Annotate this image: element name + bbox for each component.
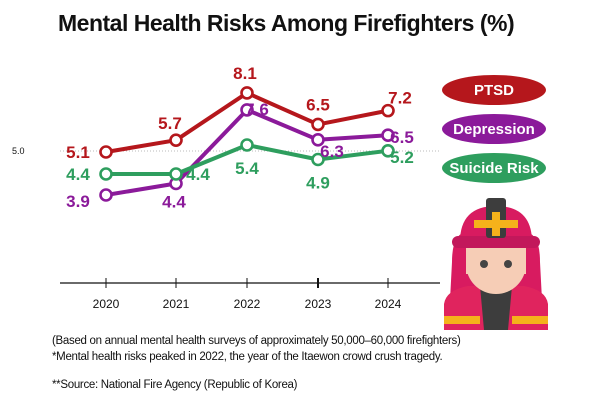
data-point <box>311 152 325 167</box>
source-note: **Source: National Fire Agency (Republic… <box>52 379 298 391</box>
data-point <box>240 103 254 117</box>
data-point <box>99 167 113 181</box>
survey-note: (Based on annual mental health surveys o… <box>52 335 461 347</box>
data-label: 4.4 <box>66 165 90 184</box>
x-tick-label: 2022 <box>234 297 261 311</box>
data-point <box>381 128 395 142</box>
data-label: 5.4 <box>235 159 259 178</box>
legend-label: Suicide Risk <box>449 159 539 177</box>
data-label: 7.2 <box>388 89 412 108</box>
data-label: 6.5 <box>306 95 330 114</box>
data-point <box>311 133 325 147</box>
data-label: 7.6 <box>245 100 269 119</box>
data-point <box>381 103 395 118</box>
legend-label: PTSD <box>473 81 514 99</box>
data-point <box>99 188 113 202</box>
data-label: 6.5 <box>390 128 414 147</box>
legend-depression: Depression <box>442 114 546 144</box>
x-tick-label: 2021 <box>163 297 190 311</box>
data-label: 3.9 <box>66 192 90 211</box>
legend-label: Depression <box>453 120 535 138</box>
data-label: 4.9 <box>306 174 330 193</box>
data-label: 4.4 <box>162 193 186 212</box>
data-point <box>169 167 183 181</box>
legend-suicide-risk: Suicide Risk <box>442 153 546 183</box>
data-label: 4.4 <box>186 165 210 184</box>
series-line-depression <box>105 107 389 197</box>
x-tick-label: 2023 <box>305 297 332 311</box>
data-label: 5.1 <box>66 143 90 162</box>
firefighter-icon <box>444 198 548 330</box>
data-label: 5.7 <box>158 114 182 133</box>
x-tick-label: 2024 <box>375 297 402 311</box>
data-point <box>311 117 325 132</box>
data-label: 8.1 <box>233 64 257 83</box>
data-label: 6.3 <box>320 142 344 161</box>
chart-title: Mental Health Risks Among Firefighters (… <box>58 10 515 36</box>
data-point <box>99 145 113 159</box>
data-label: 5.2 <box>390 148 414 167</box>
data-point <box>240 86 254 100</box>
data-point <box>381 144 395 158</box>
legend-ptsd: PTSD <box>442 75 546 105</box>
reference-label: 5.0 <box>12 146 25 156</box>
peak-note: *Mental health risks peaked in 2022, the… <box>52 351 443 363</box>
x-tick-label: 2020 <box>93 297 120 311</box>
data-point <box>240 138 254 152</box>
data-point <box>169 133 183 147</box>
